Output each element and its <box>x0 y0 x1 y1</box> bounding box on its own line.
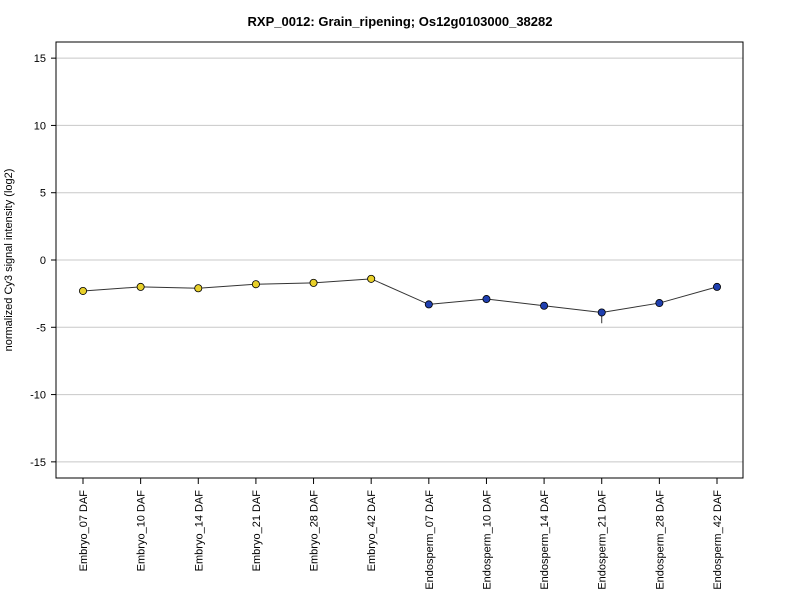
x-tick-label: Endosperm_28 DAF <box>654 490 666 590</box>
y-tick-label: -15 <box>30 457 46 469</box>
x-tick-label: Endosperm_21 DAF <box>597 490 609 590</box>
y-axis-label: normalized Cy3 signal intensity (log2) <box>3 169 15 352</box>
y-axis: 15 10 5 0 -5 -10 -15 <box>30 53 56 469</box>
data-point <box>136 282 145 291</box>
data-point <box>309 278 318 287</box>
x-tick-label: Endosperm_42 DAF <box>712 490 724 590</box>
data-point <box>713 282 722 291</box>
y-tick-label: -5 <box>36 322 46 334</box>
data-point <box>482 295 491 304</box>
data-point <box>424 300 433 309</box>
data-point <box>540 301 549 310</box>
x-tick-label: Endosperm_14 DAF <box>539 490 551 590</box>
chart-title: RXP_0012: Grain_ripening; Os12g0103000_3… <box>248 14 553 29</box>
x-tick-label: Endosperm_10 DAF <box>481 490 493 590</box>
series <box>79 274 722 324</box>
data-point <box>79 286 88 295</box>
data-point <box>655 299 664 308</box>
x-tick-label: Embryo_10 DAF <box>136 490 148 572</box>
data-point <box>251 280 260 289</box>
x-tick-label: Embryo_21 DAF <box>251 490 263 572</box>
x-axis: Embryo_07 DAF Embryo_10 DAF Embryo_14 DAF E… <box>78 478 724 590</box>
y-tick-label: 10 <box>34 120 46 132</box>
x-tick-label: Embryo_07 DAF <box>78 490 90 572</box>
series-line <box>82 278 718 313</box>
y-tick-label: 0 <box>40 255 46 267</box>
x-tick-label: Embryo_28 DAF <box>309 490 321 572</box>
data-point <box>597 308 606 317</box>
data-point <box>194 284 203 293</box>
x-tick-label: Embryo_14 DAF <box>193 490 205 572</box>
y-tick-label: 5 <box>40 188 46 200</box>
y-tick-label: 15 <box>34 53 46 65</box>
data-point <box>367 274 376 283</box>
x-tick-label: Embryo_42 DAF <box>366 490 378 572</box>
y-tick-label: -10 <box>30 390 46 402</box>
x-tick-label: Endosperm_07 DAF <box>424 490 436 590</box>
grid-lines <box>56 57 743 463</box>
